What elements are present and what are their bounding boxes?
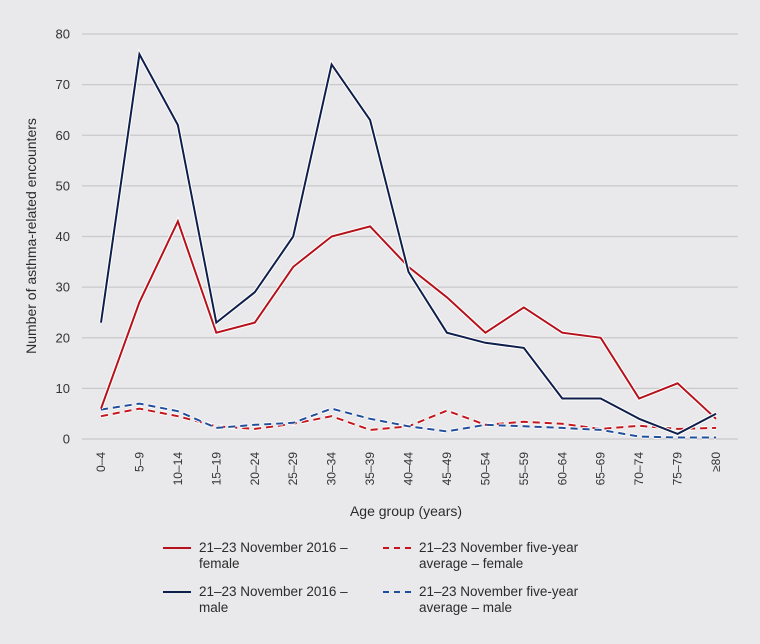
line-chart: 0 10 20 30 40 50 60 70 80 0–4 5–9 10–14 15–19 20–24 2… [23,27,738,519]
legend-swatch-solid-red [163,540,193,556]
series-1 [99,48,717,437]
legend-label-line1: 21–23 November 2016 – [199,584,348,599]
y-tick-label: 50 [56,178,70,193]
x-tick-label: 50–54 [478,452,492,486]
y-tick-label: 0 [63,432,70,447]
y-tick-label: 70 [56,77,70,92]
x-tick-label: 40–44 [402,452,416,486]
y-tick-label: 10 [56,381,70,396]
legend-label: 21–23 November 2016 – male [199,584,348,616]
x-tick-label: 45–49 [440,452,454,486]
y-tick-label: 60 [56,128,70,143]
series-line [100,51,717,435]
x-tick-label: 70–74 [632,452,646,486]
series-line-halo [99,216,718,421]
y-axis-ticks: 0 10 20 30 40 50 60 70 80 [56,27,70,447]
x-tick-label: 5–9 [132,452,146,472]
x-tick-label: 10–14 [171,452,185,486]
legend-label: 21–23 November five-year average – male [419,584,578,616]
legend-item-female-2016: 21–23 November 2016 – female [163,540,383,572]
series-3 [100,401,717,440]
legend-label-line1: 21–23 November five-year [419,584,579,599]
legend-label-line2: average – male [419,600,513,615]
legend-swatch-dashed-blue [383,584,413,600]
series-line [100,218,717,420]
legend-label: 21–23 November five-year average – femal… [419,540,578,572]
x-tick-label: 55–59 [517,452,531,486]
legend-label-line1: 21–23 November five-year [419,540,579,555]
legend-swatch-dashed-red [383,540,413,556]
x-tick-label: ≥80 [709,452,723,472]
x-tick-label: 75–79 [671,452,685,486]
y-tick-label: 80 [56,27,70,42]
gridlines [82,33,738,440]
x-tick-label: 65–69 [594,452,608,486]
legend-label-line1: 21–23 November 2016 – [199,540,348,555]
series-line [100,402,716,439]
legend-item-male-avg: 21–23 November five-year average – male [383,584,613,616]
y-tick-label: 30 [56,280,70,295]
x-axis-ticks: 0–4 5–9 10–14 15–19 20–24 25–29 30–34 35–39 40–4… [94,452,723,486]
legend-item-female-avg: 21–23 November five-year average – femal… [383,540,613,572]
legend: 21–23 November 2016 – female 21–23 Novem… [163,540,613,616]
x-tick-label: 25–29 [286,452,300,486]
legend-label-line2: average – female [419,556,524,571]
x-tick-label: 35–39 [363,452,377,486]
series-lines [99,48,718,440]
y-tick-label: 20 [56,330,70,345]
y-axis-title: Number of asthma-related encounters [23,118,39,354]
legend-label-line2: male [199,600,229,615]
x-tick-label: 20–24 [248,452,262,486]
legend-item-male-2016: 21–23 November 2016 – male [163,584,383,616]
x-tick-label: 60–64 [555,452,569,486]
series-0 [99,216,718,421]
x-tick-label: 30–34 [325,452,339,486]
legend-label-line2: female [199,556,240,571]
legend-swatch-solid-navy [163,584,193,600]
x-tick-label: 15–19 [209,452,223,486]
x-tick-label: 0–4 [94,452,108,472]
x-axis-title: Age group (years) [350,503,462,519]
y-tick-label: 40 [56,229,70,244]
legend-label: 21–23 November 2016 – female [199,540,348,572]
